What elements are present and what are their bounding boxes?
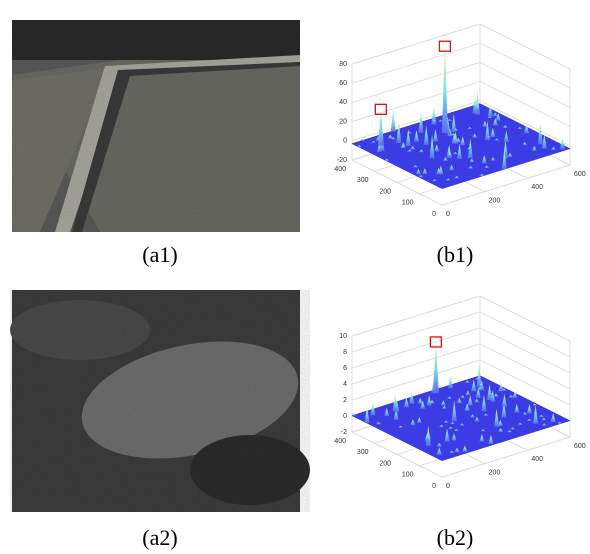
y-tick-label: 0 xyxy=(432,483,436,490)
image-a2 xyxy=(10,290,310,512)
y-tick-label: 200 xyxy=(379,460,391,467)
caption: (b2) xyxy=(437,525,474,550)
grid-line xyxy=(480,24,570,69)
z-tick-label: 80 xyxy=(339,61,347,68)
z-tick-label: 40 xyxy=(339,99,347,106)
x-tick-label: 200 xyxy=(489,470,501,477)
y-tick-label: 100 xyxy=(402,472,414,479)
grid-line xyxy=(352,296,480,336)
x-tick-label: 600 xyxy=(574,171,586,178)
grid-line xyxy=(352,43,480,83)
y-tick-label: 200 xyxy=(379,188,391,195)
surface-plot: 10 8 6 4 2 0 -2 400 300 200 100 0 0 200 400 600 xyxy=(334,296,585,490)
spike xyxy=(391,108,396,132)
spike xyxy=(360,139,365,141)
grid-line xyxy=(352,328,480,368)
z-tick-label: -20 xyxy=(337,157,347,164)
z-tick-label: -2 xyxy=(341,429,347,436)
x-tick-label: 0 xyxy=(446,483,450,490)
y-tick-label: 0 xyxy=(432,211,436,218)
z-tick-label: 4 xyxy=(343,381,347,388)
z-tick-label: 60 xyxy=(339,80,347,87)
z-tick-label: 20 xyxy=(339,118,347,125)
x-tick-label: 200 xyxy=(489,198,501,205)
grid-line xyxy=(480,43,570,88)
grid-line xyxy=(352,344,480,384)
y-tick-label: 400 xyxy=(334,166,346,173)
z-tick-label: 8 xyxy=(343,349,347,356)
z-tick-label: 0 xyxy=(343,413,347,420)
z-tick-label: 2 xyxy=(343,397,347,404)
grid-line xyxy=(352,24,480,64)
grid-line xyxy=(352,312,480,352)
peak xyxy=(378,110,384,145)
x-tick-label: 0 xyxy=(446,211,450,218)
y-tick-label: 300 xyxy=(357,177,369,184)
y-tick-label: 300 xyxy=(357,449,369,456)
caption: (b1) xyxy=(437,242,474,267)
figure: (a1)(b1)(a2)(b2)806040200-20400300200100… xyxy=(0,0,590,554)
z-tick-label: 0 xyxy=(343,138,347,145)
grid-line xyxy=(352,62,480,102)
grid-line xyxy=(480,62,570,107)
x-tick-label: 600 xyxy=(574,443,586,450)
peak xyxy=(433,343,439,393)
y-tick-label: 400 xyxy=(334,438,346,445)
y-tick-label: 100 xyxy=(402,200,414,207)
z-tick-label: 10 xyxy=(339,333,347,340)
spike xyxy=(448,375,453,388)
caption: (a1) xyxy=(142,242,177,267)
caption: (a2) xyxy=(142,525,177,550)
image-a1 xyxy=(12,20,300,232)
x-tick-label: 400 xyxy=(531,184,543,191)
x-tick-label: 400 xyxy=(531,456,543,463)
peak xyxy=(442,47,448,133)
z-tick-label: 6 xyxy=(343,365,347,372)
page: {"panels": [ {"caption": "(a1)"}, {"capt… xyxy=(0,0,590,554)
